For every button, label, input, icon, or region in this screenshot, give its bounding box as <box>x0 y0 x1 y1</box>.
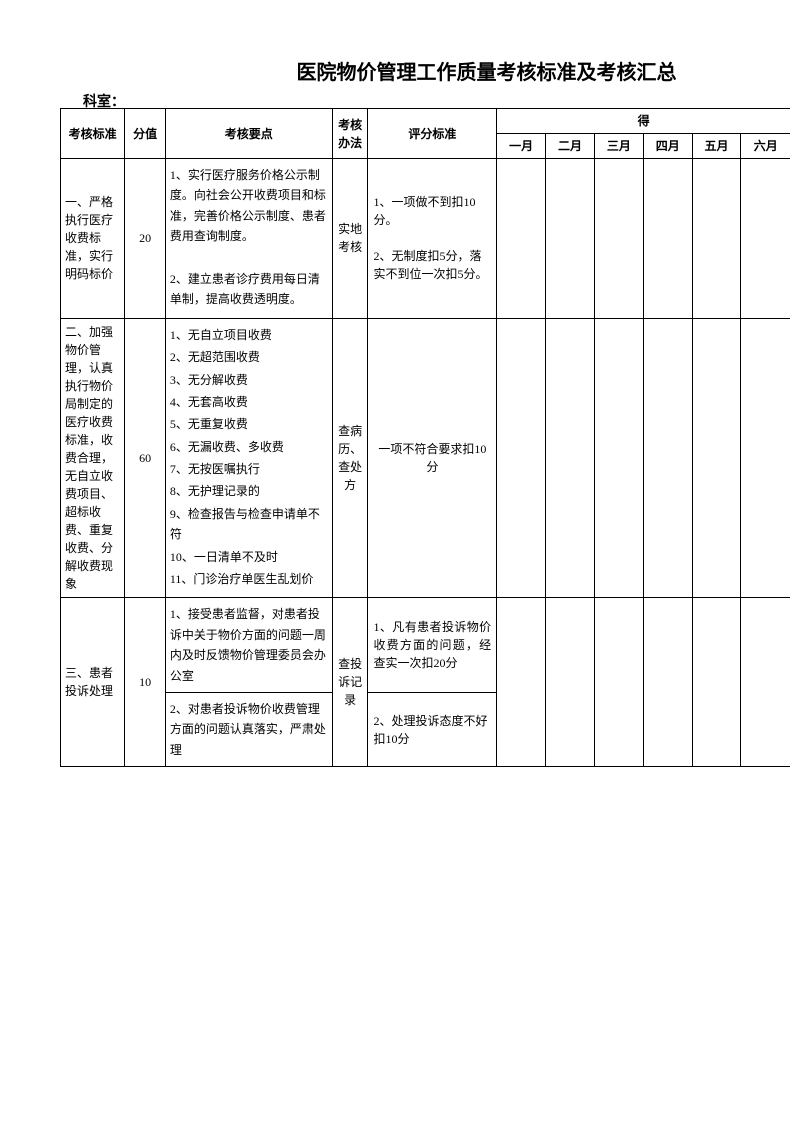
criteria-item: 1、一项做不到扣10分。 <box>373 193 491 229</box>
cell-keypoints: 1、无自立项目收费 2、无超范围收费 3、无分解收费 4、无套高收费 5、无重复… <box>165 318 332 598</box>
header-m3: 三月 <box>594 134 643 159</box>
cell-criteria: 1、凡有患者投诉物价收费方面的问题，经查实一次扣20分 <box>368 598 497 693</box>
cell-standard: 一、严格执行医疗收费标准，实行明码标价 <box>61 159 125 319</box>
keypoint-item: 3、无分解收费 <box>170 370 328 390</box>
cell-method: 查病历、查处方 <box>332 318 368 598</box>
header-m2: 二月 <box>546 134 595 159</box>
cell-score: 10 <box>125 598 166 767</box>
keypoint-item: 10、一日清单不及时 <box>170 547 328 567</box>
header-row-1: 考核标准 分值 考核要点 考核办法 评分标准 得 <box>61 109 791 134</box>
table-row: 二、加强物价管理，认真执行物价局制定的医疗收费标准，收费合理，无自立收费项目、超… <box>61 318 791 598</box>
cell-method: 查投诉记录 <box>332 598 368 767</box>
cell-keypoints: 2、对患者投诉物价收费管理方面的问题认真落实，严肃处理 <box>165 692 332 766</box>
keypoint-item: 1、实行医疗服务价格公示制度。向社会公开收费项目和标准，完善价格公示制度、患者费… <box>170 165 328 247</box>
cell-month <box>546 159 595 319</box>
cell-standard: 二、加强物价管理，认真执行物价局制定的医疗收费标准，收费合理，无自立收费项目、超… <box>61 318 125 598</box>
cell-month <box>497 598 546 767</box>
header-m4: 四月 <box>643 134 692 159</box>
table-row: 一、严格执行医疗收费标准，实行明码标价 20 1、实行医疗服务价格公示制度。向社… <box>61 159 791 319</box>
keypoint-item: 6、无漏收费、多收费 <box>170 437 328 457</box>
cell-month <box>497 318 546 598</box>
header-m6: 六月 <box>741 134 790 159</box>
header-score: 分值 <box>125 109 166 159</box>
cell-month <box>546 318 595 598</box>
keypoint-item: 5、无重复收费 <box>170 414 328 434</box>
cell-month <box>643 159 692 319</box>
cell-standard: 三、患者投诉处理 <box>61 598 125 767</box>
keypoint-item: 11、门诊治疗单医生乱划价 <box>170 569 328 589</box>
header-method: 考核办法 <box>332 109 368 159</box>
page-title: 医院物价管理工作质量考核标准及考核汇总 <box>0 56 793 85</box>
cell-month <box>741 159 790 319</box>
cell-criteria: 2、处理投诉态度不好扣10分 <box>368 692 497 766</box>
keypoint-item: 7、无按医嘱执行 <box>170 459 328 479</box>
cell-month <box>594 318 643 598</box>
header-keypoints: 考核要点 <box>165 109 332 159</box>
header-months-group: 得 <box>497 109 790 134</box>
cell-month <box>692 598 741 767</box>
keypoint-item: 4、无套高收费 <box>170 392 328 412</box>
cell-month <box>643 598 692 767</box>
cell-month <box>594 598 643 767</box>
cell-method: 实地考核 <box>332 159 368 319</box>
keypoint-item: 2、无超范围收费 <box>170 347 328 367</box>
cell-score: 20 <box>125 159 166 319</box>
assessment-table-container: 考核标准 分值 考核要点 考核办法 评分标准 得 一月 二月 三月 四月 五月 … <box>60 108 790 767</box>
table-row: 三、患者投诉处理 10 1、接受患者监督，对患者投诉中关于物价方面的问题一周内及… <box>61 598 791 693</box>
keypoint-item: 9、检查报告与检查申请单不符 <box>170 504 328 545</box>
header-m5: 五月 <box>692 134 741 159</box>
assessment-table: 考核标准 分值 考核要点 考核办法 评分标准 得 一月 二月 三月 四月 五月 … <box>60 108 790 767</box>
keypoint-item: 1、无自立项目收费 <box>170 325 328 345</box>
cell-score: 60 <box>125 318 166 598</box>
cell-month <box>741 318 790 598</box>
cell-criteria: 一项不符合要求扣10分 <box>368 318 497 598</box>
cell-keypoints: 1、实行医疗服务价格公示制度。向社会公开收费项目和标准，完善价格公示制度、患者费… <box>165 159 332 319</box>
criteria-item: 2、无制度扣5分，落实不到位一次扣5分。 <box>373 247 491 283</box>
cell-month <box>546 598 595 767</box>
header-criteria: 评分标准 <box>368 109 497 159</box>
header-m1: 一月 <box>497 134 546 159</box>
cell-month <box>643 318 692 598</box>
keypoint-item: 8、无护理记录的 <box>170 481 328 501</box>
cell-month <box>692 318 741 598</box>
cell-month <box>497 159 546 319</box>
cell-keypoints: 1、接受患者监督，对患者投诉中关于物价方面的问题一周内及时反馈物价管理委员会办公… <box>165 598 332 693</box>
cell-criteria: 1、一项做不到扣10分。 2、无制度扣5分，落实不到位一次扣5分。 <box>368 159 497 319</box>
header-standard: 考核标准 <box>61 109 125 159</box>
cell-month <box>594 159 643 319</box>
cell-month <box>692 159 741 319</box>
cell-month <box>741 598 790 767</box>
keypoint-item: 2、建立患者诊疗费用每日清单制，提高收费透明度。 <box>170 269 328 310</box>
